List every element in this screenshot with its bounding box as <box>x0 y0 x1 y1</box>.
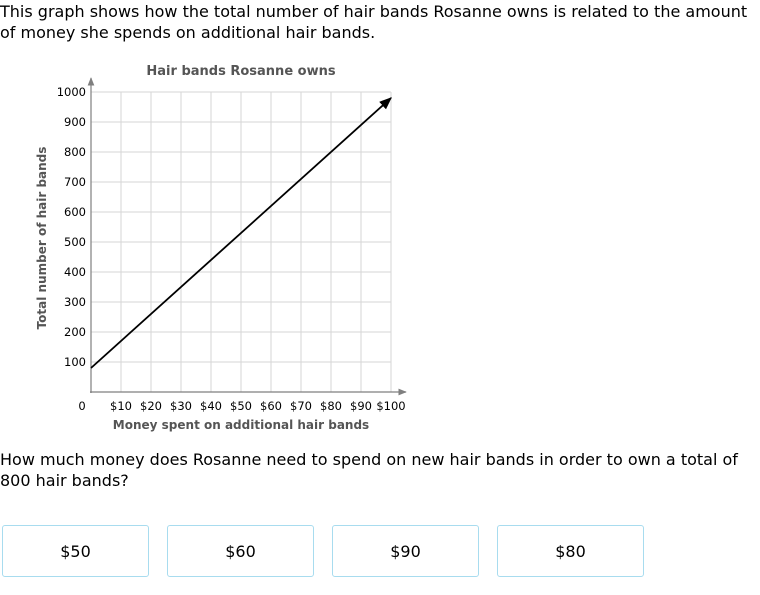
y-tick-label: 600 <box>64 205 86 219</box>
x-tick-label: $60 <box>260 399 282 413</box>
y-tick-label: 200 <box>64 325 86 339</box>
y-tick-label: 700 <box>64 175 86 189</box>
question-text: How much money does Rosanne need to spen… <box>0 450 738 490</box>
y-tick-label: 100 <box>64 355 86 369</box>
data-series <box>90 97 392 369</box>
x-tick-label: $90 <box>350 399 372 413</box>
y-tick-labels: 100 200 300 400 500 600 700 800 900 1000 <box>57 85 86 369</box>
x-tick-label: $80 <box>320 399 342 413</box>
y-tick-label: 400 <box>64 265 86 279</box>
chart-title: Hair bands Rosanne owns <box>146 64 335 79</box>
x-tick-label: 0 <box>78 399 85 413</box>
y-axis-label: Total number of hair bands <box>35 147 49 330</box>
answer-choice-80[interactable]: $80 <box>497 525 644 577</box>
y-tick-label: 300 <box>64 295 86 309</box>
x-tick-label: $10 <box>110 399 132 413</box>
intro-text: This graph shows how the total number of… <box>0 2 748 42</box>
y-tick-label: 800 <box>64 145 86 159</box>
answer-choice-60[interactable]: $60 <box>167 525 314 577</box>
answer-choice-50[interactable]: $50 <box>2 525 149 577</box>
y-tick-label: 900 <box>64 115 86 129</box>
y-tick-label: 500 <box>64 235 86 249</box>
x-tick-label: $100 <box>376 399 405 413</box>
x-tick-label: $20 <box>140 399 162 413</box>
axes <box>87 77 407 396</box>
data-line <box>90 97 392 369</box>
x-tick-label: $30 <box>170 399 192 413</box>
x-tick-label: $40 <box>200 399 222 413</box>
x-tick-label: $50 <box>230 399 252 413</box>
x-axis-label: Money spent on additional hair bands <box>113 418 369 432</box>
y-tick-label: 1000 <box>57 85 86 99</box>
grid <box>91 91 392 392</box>
x-tick-label: $70 <box>290 399 312 413</box>
line-chart: Hair bands Rosanne owns 100 200 300 400 500 6… <box>35 64 407 432</box>
x-tick-labels: 0 $10 $20 $30 $40 $50 $60 $70 $80 $90 $100 <box>78 399 405 413</box>
answer-choice-90[interactable]: $90 <box>332 525 479 577</box>
